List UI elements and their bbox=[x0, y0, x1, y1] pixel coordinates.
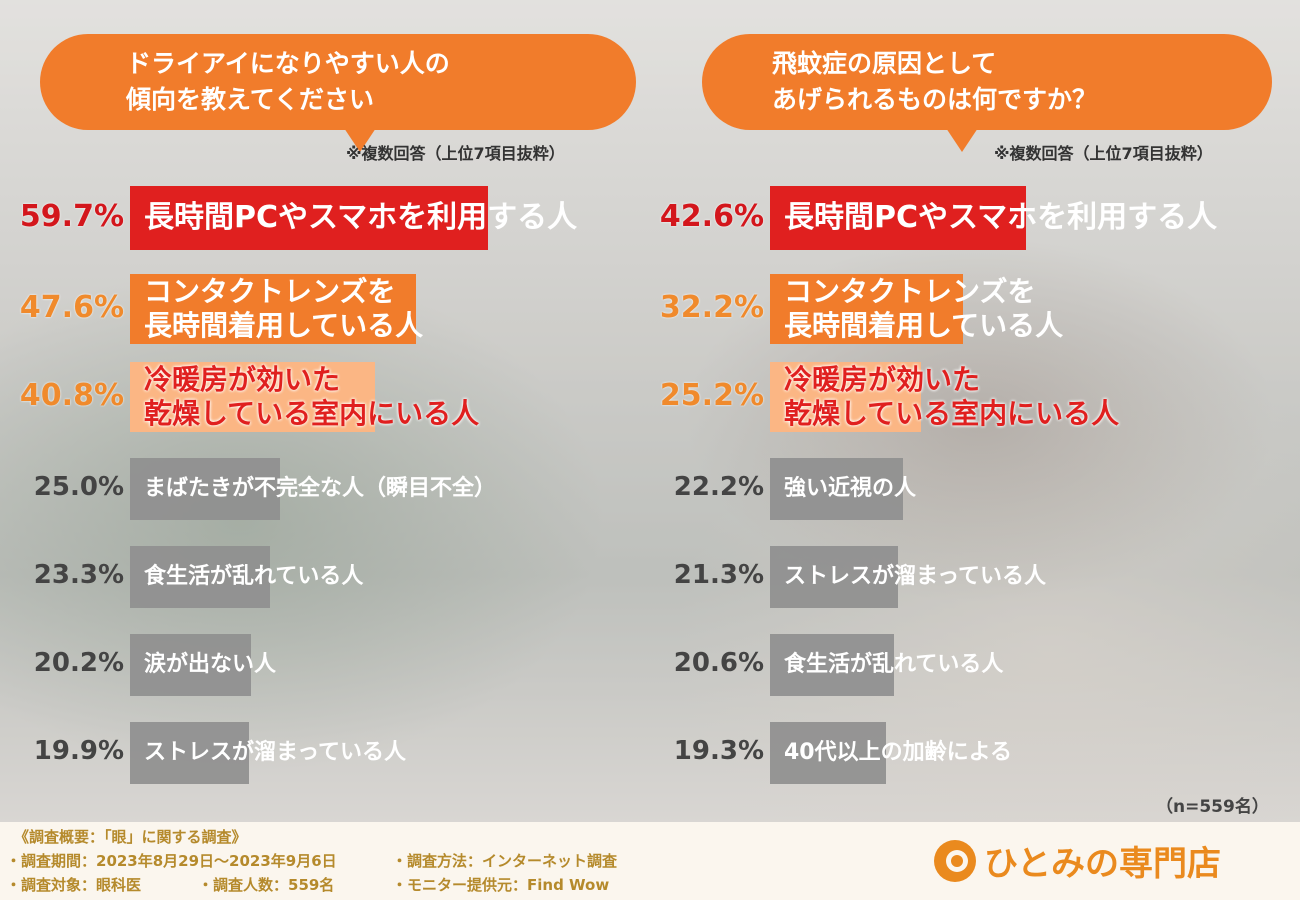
bar-category-label: 強い近視の人 bbox=[784, 476, 917, 501]
bar-category-label: 食生活が乱れている人 bbox=[784, 652, 1004, 677]
bar bbox=[130, 458, 280, 520]
bar-value-label: 32.2% bbox=[659, 289, 764, 325]
bar-value-label: 59.7% bbox=[19, 198, 124, 234]
bar bbox=[130, 362, 375, 432]
bubble-tail bbox=[946, 128, 978, 152]
bar bbox=[130, 274, 416, 344]
bar-value-label: 19.3% bbox=[673, 736, 764, 767]
right-note: ※複数回答（上位7項目抜粋） bbox=[994, 144, 1213, 163]
bar-category-label: ストレスが溜まっている人 bbox=[144, 740, 407, 765]
bar bbox=[770, 186, 1026, 250]
bar-category-label: 長時間PCやスマホを利用する人 bbox=[784, 200, 1218, 235]
brand-name: ひとみの専門店 bbox=[984, 844, 1221, 884]
bar bbox=[130, 634, 251, 696]
bubble-tail bbox=[344, 128, 376, 152]
bar bbox=[770, 458, 903, 520]
bar-category-label: コンタクトレンズを 長時間着用している人 bbox=[144, 275, 424, 342]
left-question-line2: 傾向を教えてください bbox=[126, 85, 375, 114]
bar-value-label: 25.2% bbox=[659, 377, 764, 413]
bar-category-label: コンタクトレンズを 長時間着用している人 bbox=[784, 275, 1064, 342]
bar-value-label: 40.8% bbox=[19, 377, 124, 413]
bar bbox=[770, 634, 894, 696]
bar bbox=[770, 546, 898, 608]
bar-value-label: 20.2% bbox=[33, 648, 124, 679]
left-question-line1: ドライアイになりやすい人の bbox=[126, 49, 450, 78]
right-question-bubble: 飛蚊症の原因として あげられるものは何ですか？ bbox=[702, 34, 1272, 152]
sample-size: （n=559名） bbox=[1156, 797, 1269, 817]
bar-category-label: 長時間PCやスマホを利用する人 bbox=[144, 200, 578, 235]
bar-category-label: ストレスが溜まっている人 bbox=[784, 564, 1047, 589]
bar-value-label: 20.6% bbox=[673, 648, 764, 679]
left-note: ※複数回答（上位7項目抜粋） bbox=[346, 144, 565, 163]
c-logo-icon bbox=[934, 839, 976, 882]
bar-category-label: 涙が出ない人 bbox=[144, 652, 277, 677]
footer: 《調査概要：「眼」に関する調査》 ・調査期間：2023年8月29日〜2023年9… bbox=[0, 822, 1300, 900]
bar-category-label: 食生活が乱れている人 bbox=[144, 564, 364, 589]
bar-value-label: 21.3% bbox=[673, 560, 764, 591]
right-question-line2: あげられるものは何ですか？ bbox=[772, 85, 1098, 114]
survey-method: ・調査方法：インターネット調査 bbox=[392, 852, 618, 870]
bar bbox=[130, 186, 488, 250]
bar-category-label: 冷暖房が効いた 乾燥している室内にいる人 bbox=[784, 363, 1120, 430]
survey-heading: 《調査概要：「眼」に関する調査》 bbox=[14, 828, 247, 846]
bar-value-label: 23.3% bbox=[33, 560, 124, 591]
bar-value-label: 19.9% bbox=[33, 736, 124, 767]
survey-period: ・調査期間：2023年8月29日〜2023年9月6日 bbox=[6, 852, 337, 870]
brand-logo: ひとみの専門店 bbox=[934, 836, 1221, 885]
bar bbox=[770, 274, 963, 344]
survey-count: ・調査人数：559名 bbox=[198, 876, 335, 894]
survey-provider: ・モニター提供元：Find Wow bbox=[392, 876, 610, 894]
bar-value-label: 25.0% bbox=[33, 472, 124, 503]
bar bbox=[770, 722, 886, 784]
survey-target: ・調査対象：眼科医 bbox=[6, 876, 142, 894]
right-question-line1: 飛蚊症の原因として bbox=[772, 49, 997, 78]
bar-value-label: 47.6% bbox=[19, 289, 124, 325]
bar-value-label: 42.6% bbox=[659, 198, 764, 234]
bar-category-label: 40代以上の加齢による bbox=[784, 740, 1012, 765]
bar-category-label: まばたきが不完全な人（瞬目不全） bbox=[144, 476, 497, 501]
bar bbox=[130, 546, 270, 608]
bar-category-label: 冷暖房が効いた 乾燥している室内にいる人 bbox=[144, 363, 480, 430]
bar bbox=[130, 722, 249, 784]
bar-value-label: 22.2% bbox=[673, 472, 764, 503]
bar bbox=[770, 362, 921, 432]
left-question-bubble: ドライアイになりやすい人の 傾向を教えてください bbox=[40, 34, 636, 152]
